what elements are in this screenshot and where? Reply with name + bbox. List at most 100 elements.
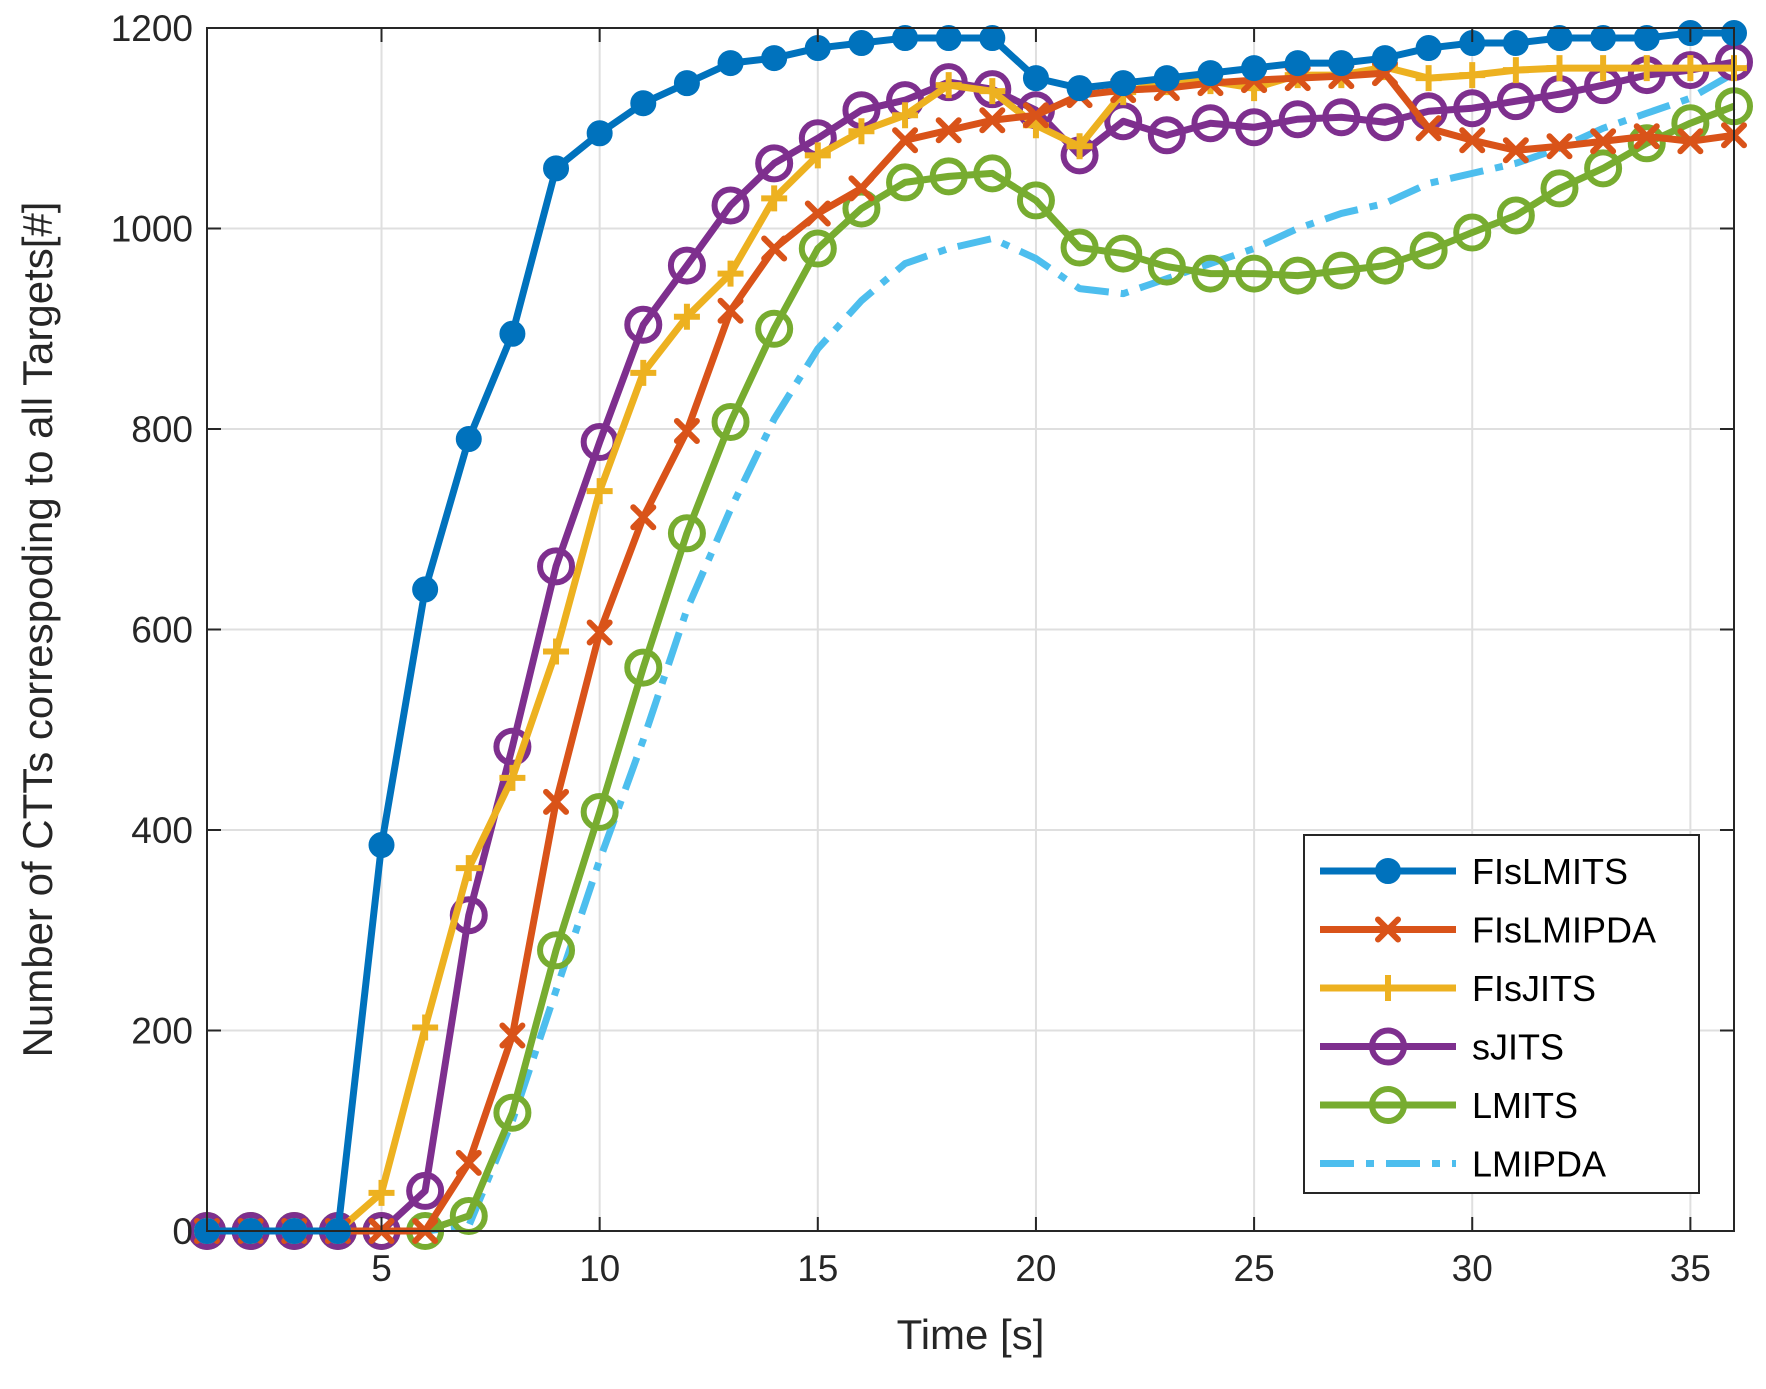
data-point [711,402,750,441]
data-point [717,260,744,287]
data-point [892,127,919,154]
x-tick-label: 15 [797,1248,838,1289]
data-point [1459,62,1486,89]
data-point [1153,65,1180,92]
data-point [667,514,706,553]
data-point [1278,100,1317,139]
data-point [711,186,750,225]
data-point [1453,89,1492,128]
data-point [624,648,663,687]
x-tick-label: 20 [1015,1248,1056,1289]
data-point [1066,75,1093,102]
data-point [1453,213,1492,252]
x-tick-label: 30 [1452,1248,1493,1289]
legend-marker [1375,975,1401,1001]
data-point [1633,55,1660,82]
data-point [673,418,700,445]
data-point [1627,124,1666,163]
data-point [848,30,875,57]
legend-label: LMIPDA [1472,1144,1606,1185]
data-point [543,155,570,182]
data-point [412,1014,439,1041]
data-point [1197,60,1224,87]
data-point [1459,127,1486,154]
data-point [973,154,1012,193]
data-point [1371,45,1398,72]
data-point [368,1179,395,1206]
data-point [673,70,700,97]
data-point [1633,123,1660,150]
data-point [537,547,576,586]
data-point [979,107,1006,134]
data-point [1235,254,1274,293]
data-point [667,246,706,285]
y-tick-label: 400 [131,810,193,851]
data-point [929,157,968,196]
data-point [1328,50,1355,77]
x-tick-label: 35 [1670,1248,1711,1289]
data-point [1022,65,1049,92]
data-point [755,309,794,348]
data-point [935,72,962,99]
data-point [761,185,788,212]
data-point [1415,115,1442,142]
data-point [499,764,526,791]
data-point [761,235,788,262]
data-point [455,855,482,882]
data-point [493,727,532,766]
series-line [207,70,1736,1235]
legend-item: FIsLMITS [1320,851,1628,892]
data-point [543,788,570,815]
legend-item: sJITS [1320,1027,1564,1068]
legend-item: FIsLMIPDA [1320,910,1656,951]
data-point [1016,181,1055,220]
data-point [1322,251,1361,290]
data-point [1546,55,1573,82]
data-point [1546,25,1573,52]
data-point [630,504,657,531]
legend-item: LMITS [1320,1085,1578,1126]
data-point [1284,50,1311,77]
data-point [1278,256,1317,295]
data-point [624,305,663,344]
data-point [586,478,613,505]
data-point [804,142,831,169]
data-point [1191,254,1230,293]
data-point [1322,98,1361,137]
data-point [537,931,576,970]
data-point [630,90,657,117]
series-line [207,102,1736,1235]
data-point [1677,55,1704,82]
data-point [1147,247,1186,286]
data-point [1584,149,1623,188]
data-point [1590,128,1617,155]
data-point [1502,30,1529,57]
legend-item: FIsJITS [1320,968,1596,1009]
data-point [1502,57,1529,84]
y-axis-label: Number of CTTs correspoding to all Targe… [14,202,61,1058]
legend-label: FIsLMITS [1472,851,1628,892]
legend-label: LMITS [1472,1085,1578,1126]
axis-ticks: 5 10 15 20 25 30 35 0 200 400 600 800 1000 1200 [111,8,1734,1289]
data-point [1365,246,1404,285]
data-point [979,25,1006,52]
data-point [1677,128,1704,155]
data-point [892,25,919,52]
data-point [499,1022,526,1049]
legend-label: FIsJITS [1472,968,1596,1009]
data-point [798,229,837,268]
data-point [848,175,875,202]
legend: FIsLMITS FIsLMIPDA FIsJITS sJITS LMITS LMIPDA [1303,834,1700,1194]
data-point [717,50,744,77]
data-point [979,78,1006,105]
data-point [1110,70,1137,97]
data-point [848,118,875,145]
data-point [804,200,831,227]
data-point [455,426,482,453]
x-tick-label: 5 [371,1248,392,1289]
data-point [1633,25,1660,52]
data-point [892,102,919,129]
data-point [1409,231,1448,270]
data-point [630,359,657,386]
